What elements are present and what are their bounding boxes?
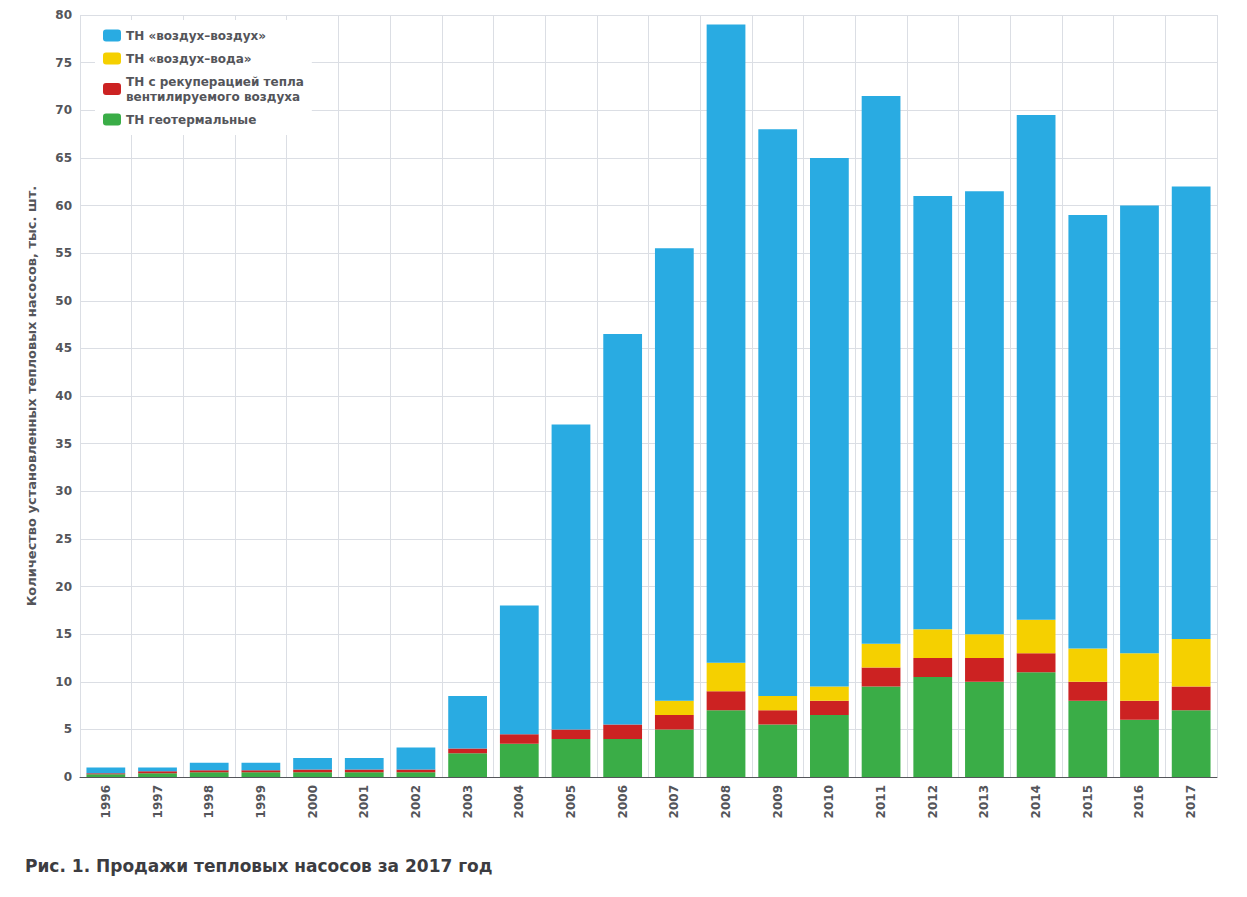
svg-text:2002: 2002 — [409, 785, 423, 818]
svg-text:2003: 2003 — [461, 785, 475, 818]
svg-text:70: 70 — [55, 103, 72, 117]
svg-text:ТН «воздух–вода»: ТН «воздух–вода» — [126, 52, 252, 66]
svg-text:15: 15 — [55, 627, 72, 641]
svg-text:45: 45 — [55, 341, 72, 355]
svg-text:50: 50 — [55, 294, 72, 308]
svg-text:1996: 1996 — [99, 785, 113, 818]
svg-text:60: 60 — [55, 199, 72, 213]
svg-text:2006: 2006 — [616, 785, 630, 818]
svg-text:2007: 2007 — [667, 785, 681, 818]
svg-text:35: 35 — [55, 437, 72, 451]
svg-text:5: 5 — [64, 722, 72, 736]
svg-text:вентилируемого воздуха: вентилируемого воздуха — [126, 90, 300, 104]
svg-text:30: 30 — [55, 484, 72, 498]
svg-text:2008: 2008 — [719, 785, 733, 818]
svg-text:80: 80 — [55, 8, 72, 22]
svg-text:2011: 2011 — [874, 785, 888, 818]
svg-text:ТН с рекуперацией тепла: ТН с рекуперацией тепла — [126, 75, 304, 89]
svg-text:55: 55 — [55, 246, 72, 260]
svg-text:40: 40 — [55, 389, 72, 403]
svg-text:1999: 1999 — [254, 785, 268, 818]
svg-text:2000: 2000 — [306, 785, 320, 818]
svg-text:2015: 2015 — [1081, 785, 1095, 818]
svg-text:75: 75 — [55, 56, 72, 70]
svg-text:2013: 2013 — [977, 785, 991, 818]
svg-text:2016: 2016 — [1132, 785, 1146, 818]
svg-text:20: 20 — [55, 580, 72, 594]
svg-text:65: 65 — [55, 151, 72, 165]
svg-text:Рис. 1. Продажи тепловых насос: Рис. 1. Продажи тепловых насосов за 2017… — [25, 856, 493, 876]
svg-text:ТН «воздух–воздух»: ТН «воздух–воздух» — [126, 29, 266, 43]
svg-text:2004: 2004 — [512, 785, 526, 818]
svg-text:2005: 2005 — [564, 785, 578, 818]
svg-text:0: 0 — [64, 770, 72, 784]
svg-text:2010: 2010 — [822, 785, 836, 818]
svg-text:2017: 2017 — [1184, 785, 1198, 818]
svg-text:2014: 2014 — [1029, 785, 1043, 818]
svg-text:2001: 2001 — [357, 785, 371, 818]
svg-text:2012: 2012 — [926, 785, 940, 818]
svg-text:25: 25 — [55, 532, 72, 546]
svg-text:2009: 2009 — [771, 785, 785, 818]
svg-text:1998: 1998 — [202, 785, 216, 818]
svg-text:1997: 1997 — [151, 785, 165, 818]
svg-text:10: 10 — [55, 675, 72, 689]
svg-text:ТН геотермальные: ТН геотермальные — [126, 113, 256, 127]
svg-text:Количество установленных тепло: Количество установленных тепловых насосо… — [24, 186, 39, 607]
